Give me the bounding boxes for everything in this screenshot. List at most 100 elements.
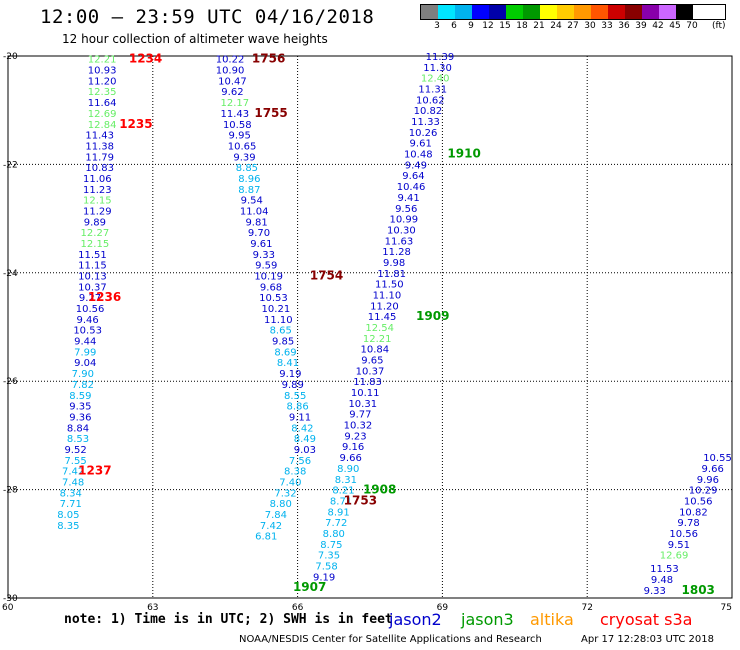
wave-height-point: 9.16 (342, 442, 364, 453)
wave-height-point: 7.71 (60, 499, 82, 510)
wave-height-point: 8.75 (320, 540, 342, 551)
legend-swatches (420, 4, 726, 20)
pass-time-label: 1756 (252, 52, 285, 66)
wave-height-point: 12.15 (81, 239, 110, 250)
color-legend: (ft) 3 6 9 12 15 18 21 24 27 30 33 36 39 42 45 70 (420, 4, 726, 32)
wave-height-point: 9.56 (395, 204, 417, 215)
wave-height-point: 7.72 (325, 518, 347, 529)
wave-height-point: 7.82 (72, 380, 94, 391)
wave-height-point: 9.61 (250, 239, 272, 250)
wave-height-point: 11.53 (650, 564, 679, 575)
wave-height-point: 11.20 (88, 76, 117, 87)
grid-layer (8, 56, 732, 598)
pass-time-label: 1754 (310, 269, 343, 283)
y-tick-label: -24 (3, 269, 18, 279)
x-tick-label: 72 (581, 603, 592, 613)
wave-height-point: 11.38 (85, 141, 114, 152)
wave-height-point: 10.56 (76, 304, 105, 315)
wave-height-point: 8.71 (330, 496, 352, 507)
wave-height-point: 7.35 (318, 551, 340, 562)
y-tick-label: -22 (3, 160, 18, 170)
pass-time-label: 1907 (293, 580, 326, 594)
legend-swatch (676, 5, 693, 19)
wave-height-point: 10.55 (703, 453, 732, 464)
x-tick-label: 69 (437, 603, 449, 613)
wave-height-point: 9.95 (229, 131, 251, 142)
wave-height-point: 8.31 (335, 475, 357, 486)
pass-time-label: 1235 (119, 117, 152, 131)
wave-height-point: 9.27 (79, 293, 101, 304)
satellite-jason2: jason2 (389, 610, 442, 629)
wave-height-point: 11.39 (426, 52, 455, 63)
wave-height-point: 10.53 (73, 326, 102, 337)
wave-height-point: 10.32 (344, 421, 373, 432)
legend-label: 18 (516, 21, 528, 31)
legend-label: 42 (652, 21, 664, 31)
wave-height-point: 10.83 (85, 163, 114, 174)
wave-height-point: 9.64 (402, 171, 424, 182)
legend-label: 9 (468, 21, 474, 31)
pass-time-label: 1910 (447, 147, 480, 161)
wave-height-point: 6.81 (255, 532, 277, 543)
wave-height-point: 12.54 (365, 323, 394, 334)
legend-label: 6 (451, 21, 457, 31)
legend-swatch (574, 5, 591, 19)
x-tick-label: 63 (147, 603, 158, 613)
legend-unit: (ft) (712, 21, 726, 31)
annotation-layer: 1234 1756 1755 1235 1910 1754 1236 1909 19081753… (78, 52, 715, 597)
legend-label: 21 (533, 21, 545, 31)
wave-height-point: 8.42 (291, 423, 313, 434)
footer-credit: NOAA/NESDIS Center for Satellite Applica… (239, 634, 542, 645)
legend-label: 3 (434, 21, 440, 31)
legend-swatch (472, 5, 489, 19)
wave-height-point: 11.23 (83, 185, 112, 196)
y-tick-label: -20 (3, 52, 18, 62)
wave-height-point: 10.21 (262, 304, 291, 315)
wave-height-point: 7.58 (315, 561, 337, 572)
wave-height-point: 8.86 (286, 402, 308, 413)
wave-height-point: 10.30 (387, 225, 416, 236)
wave-height-point: 10.47 (218, 76, 247, 87)
wave-height-point: 10.56 (684, 496, 713, 507)
legend-label: 27 (567, 21, 579, 31)
wave-height-point: 9.48 (651, 575, 673, 586)
wave-height-point: 8.49 (294, 434, 316, 445)
wave-height-point: 8.55 (284, 391, 306, 402)
wave-height-point: 11.06 (83, 174, 112, 185)
legend-labels: (ft) 3 6 9 12 15 18 21 24 27 30 33 36 39 42 45 70 (420, 20, 726, 32)
wave-height-point: 10.65 (228, 141, 257, 152)
wave-height-point: 8.84 (67, 423, 89, 434)
wave-height-point: 11.43 (85, 131, 114, 142)
wave-height-point: 10.53 (259, 293, 288, 304)
wave-height-point: 9.33 (644, 586, 666, 597)
wave-height-point: 11.51 (78, 250, 107, 261)
wave-height-point: 11.20 (370, 301, 399, 312)
wave-height-point: 11.04 (240, 206, 269, 217)
wave-height-point: 10.48 (404, 150, 433, 161)
wave-height-point: 9.51 (668, 540, 690, 551)
wave-height-point: 10.46 (397, 182, 426, 193)
wave-height-point: 11.81 (377, 269, 406, 280)
wave-height-point: 8.96 (238, 174, 260, 185)
wave-height-point: 8.85 (236, 163, 258, 174)
wave-height-point: 10.82 (414, 106, 443, 117)
legend-swatch (506, 5, 523, 19)
wave-height-point: 9.11 (289, 412, 311, 423)
wave-height-point: 10.37 (356, 366, 385, 377)
legend-label: 39 (635, 21, 647, 31)
x-tick-label: 66 (292, 603, 304, 613)
legend-swatch (438, 5, 455, 19)
legend-label: 12 (482, 21, 494, 31)
wave-height-point: 12.84 (88, 120, 117, 131)
wave-height-point: 9.62 (221, 87, 243, 98)
wave-height-point: 9.36 (69, 412, 91, 423)
legend-swatch (625, 5, 642, 19)
wave-height-point: 10.26 (409, 128, 438, 139)
wave-height-point: 11.63 (385, 236, 414, 247)
wave-height-point: 9.41 (397, 193, 419, 204)
x-tick-label: 60 (2, 603, 14, 613)
chart-title: 12:00 – 23:59 UTC 04/16/2018 (40, 6, 375, 28)
wave-height-point: 9.98 (383, 258, 405, 269)
